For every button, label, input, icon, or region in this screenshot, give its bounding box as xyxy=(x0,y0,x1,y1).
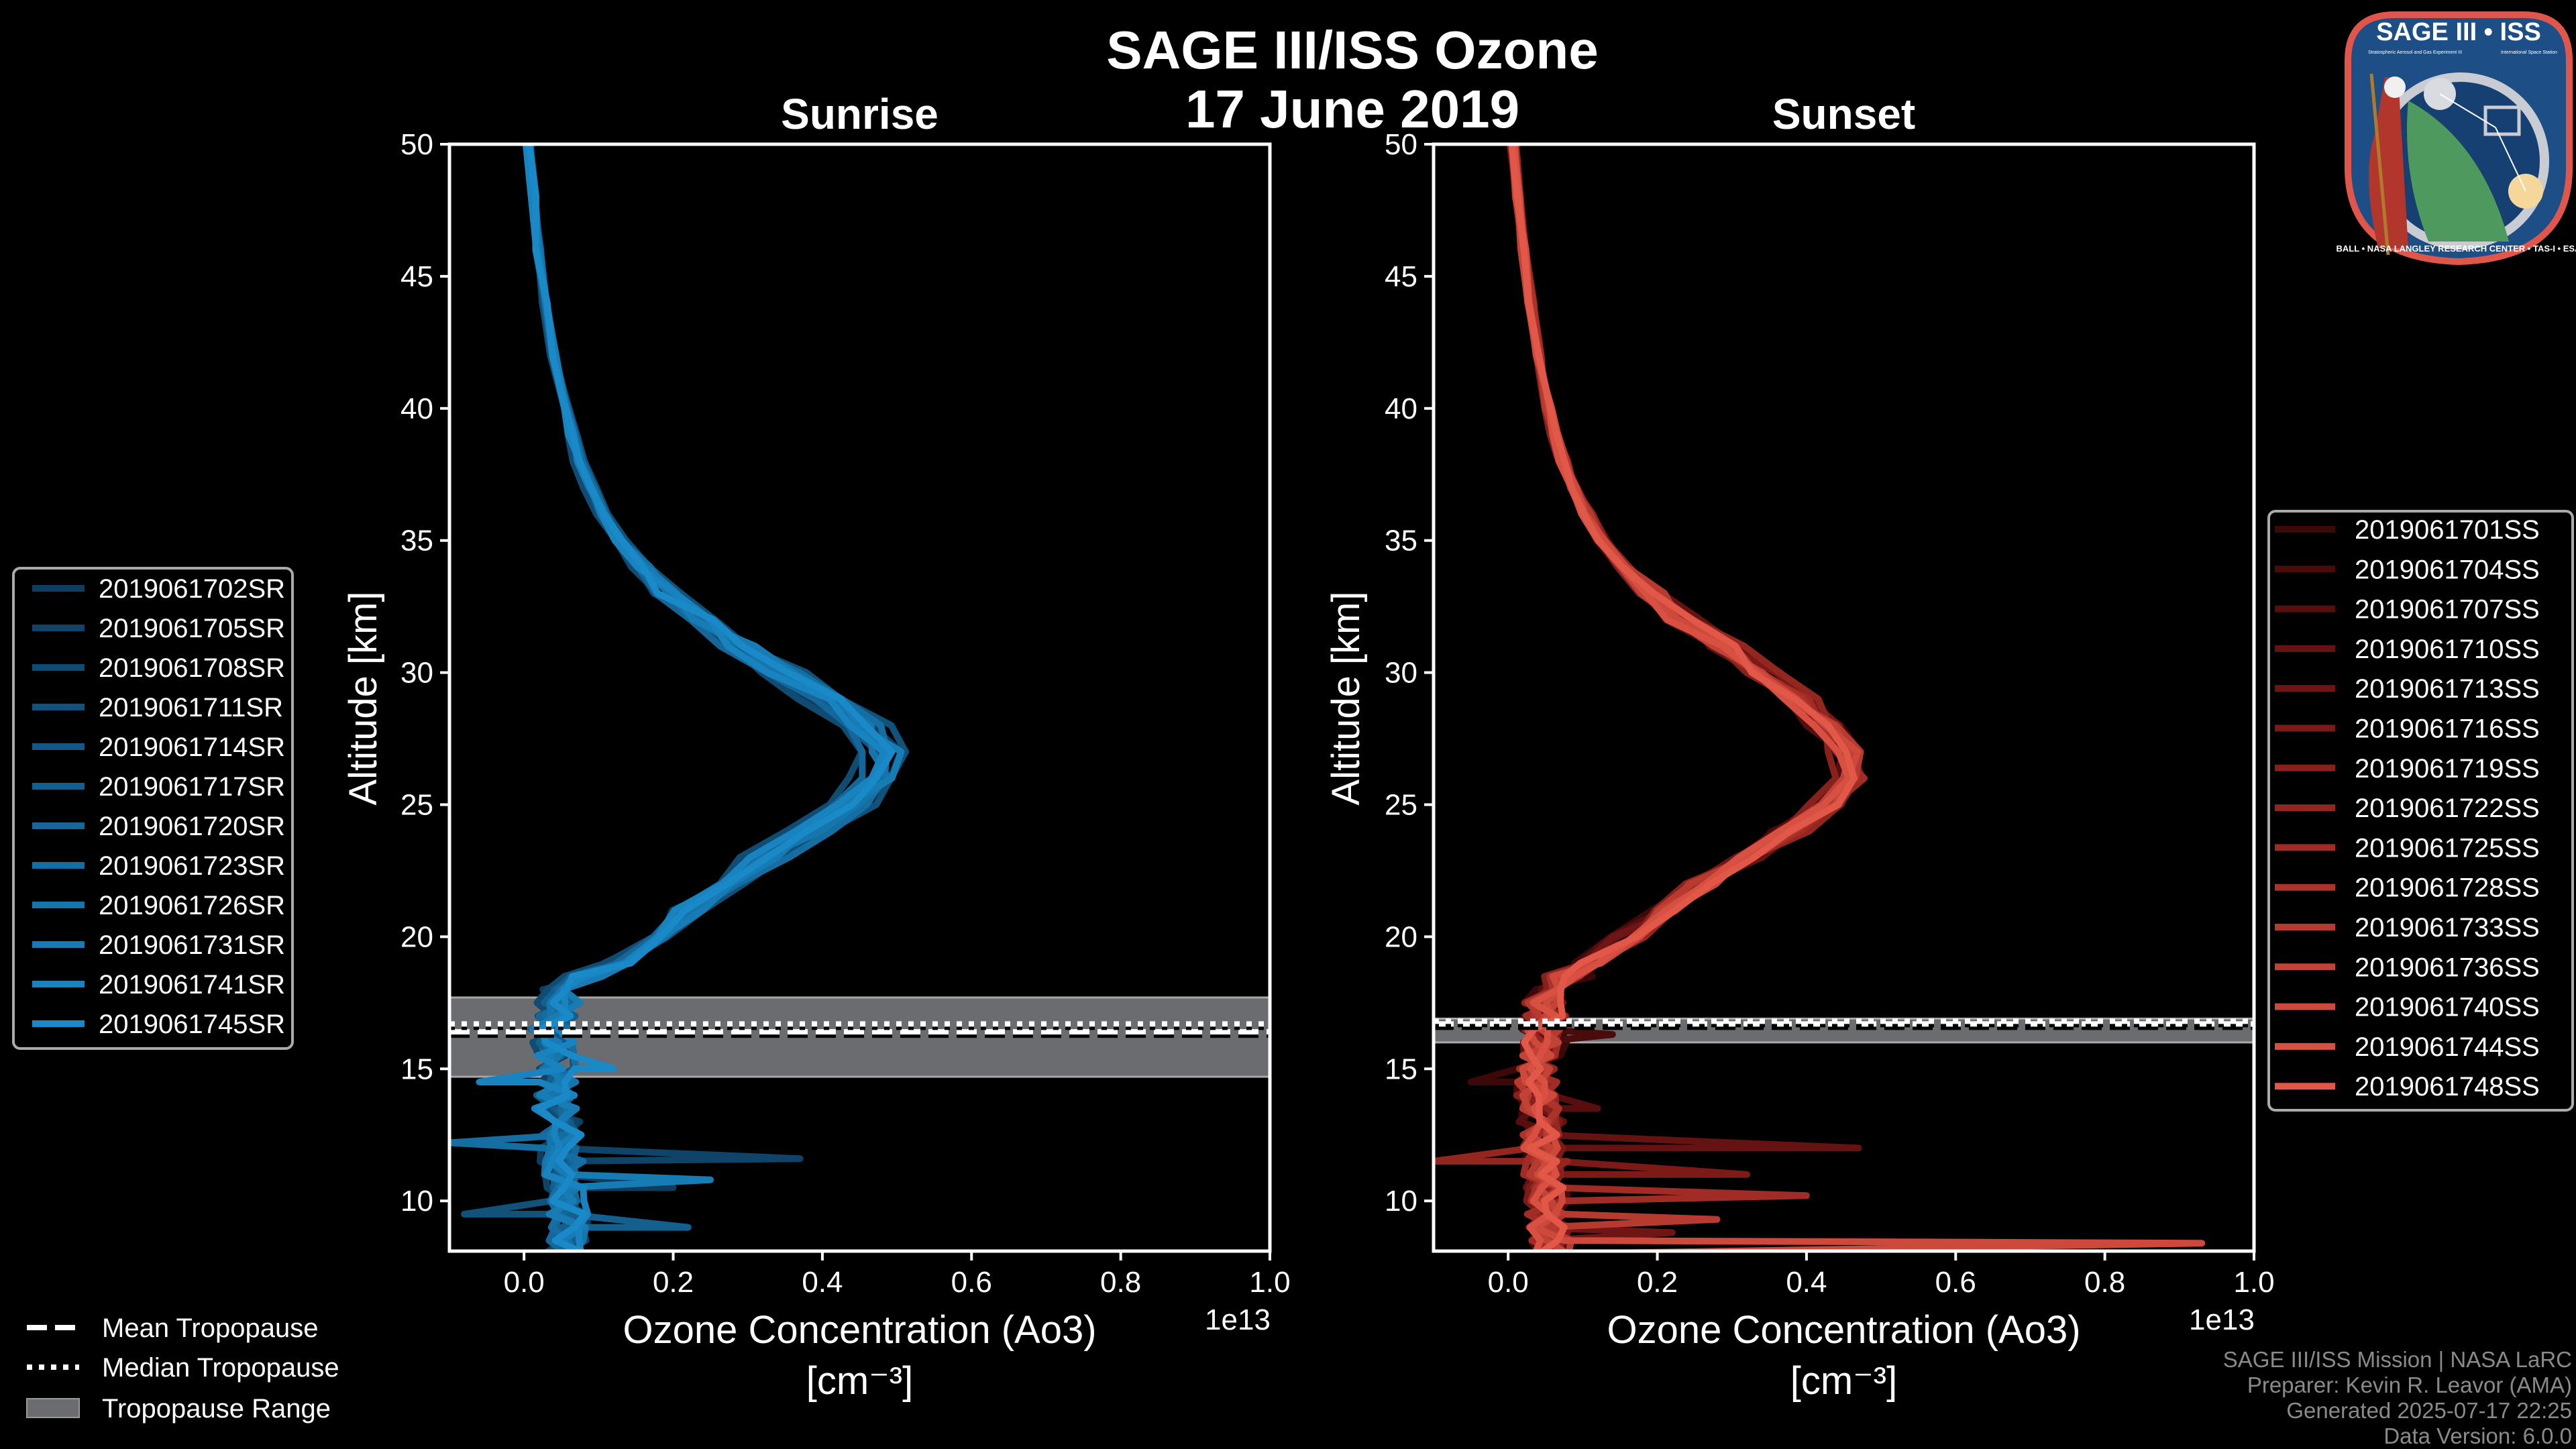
legend-label: 2019061710SS xyxy=(2355,635,2540,664)
y-tick-label: 35 xyxy=(400,525,433,557)
axes-frame xyxy=(1432,142,2256,1253)
legend-label: 2019061713SS xyxy=(2355,674,2540,704)
legend-label: 2019061711SR xyxy=(99,693,283,722)
credit-preparer: Preparer: Kevin R. Leavor (AMA) xyxy=(2247,1373,2572,1397)
x-tick-label: 1.0 xyxy=(2233,1266,2274,1299)
y-tick-label: 40 xyxy=(400,392,433,425)
legend-label: 2019061707SS xyxy=(2355,595,2540,625)
x-axis-units: [cm⁻³] xyxy=(1790,1359,1897,1403)
y-tick-label: 15 xyxy=(400,1053,433,1085)
y-tick-label: 30 xyxy=(400,657,433,690)
y-tick-label: 45 xyxy=(1385,260,1417,293)
y-tick-label: 20 xyxy=(1385,920,1417,953)
profile-lines xyxy=(449,144,909,1251)
plot-area xyxy=(1434,144,2254,1251)
legend-label: 2019061702SR xyxy=(99,574,285,604)
y-tick-label: 10 xyxy=(1385,1185,1417,1218)
credits: SAGE III/ISS Mission | NASA LaRC Prepare… xyxy=(2223,1347,2572,1448)
credit-mission: SAGE III/ISS Mission | NASA LaRC xyxy=(2223,1347,2572,1372)
x-tick-label: 0.4 xyxy=(802,1266,843,1299)
legend-label: 2019061736SS xyxy=(2355,953,2540,982)
legend-frame xyxy=(2267,510,2574,1112)
y-tick-label: 15 xyxy=(1385,1053,1417,1085)
y-tick-label: 50 xyxy=(1385,128,1417,161)
legend-label: 2019061748SS xyxy=(2355,1072,2540,1102)
legend-label: 2019061728SS xyxy=(2355,873,2540,903)
x-axis-label: Ozone Concentration (Ao3) xyxy=(1607,1308,2080,1352)
logo-subtitle-left: Stratospheric Aerosol and Gas Experiment… xyxy=(2368,50,2462,55)
figure-title-line1: SAGE III/ISS Ozone xyxy=(1106,20,1598,80)
legend-label: 2019061740SS xyxy=(2355,993,2540,1022)
x-tick-label: 0.6 xyxy=(1935,1266,1976,1299)
sunset-panel: Sunset 10 15 20 25 30 35 40 45 50 0.0 0.2 0.4 0.6 0.8 1… xyxy=(1324,90,2275,1403)
legend-label: 2019061726SR xyxy=(99,891,285,920)
x-tick-label: 1.0 xyxy=(1249,1266,1290,1299)
y-axis-label: Altitude [km] xyxy=(341,591,385,805)
x-tick-label: 0.8 xyxy=(1100,1266,1141,1299)
y-tick-label: 20 xyxy=(400,920,433,953)
tropopause-range-swatch xyxy=(26,1398,80,1418)
sage-iii-iss-mission-logo: SAGE III • ISS Stratospheric Aerosol and… xyxy=(2337,11,2576,266)
panel-title: Sunrise xyxy=(781,90,938,138)
legend-label: 2019061714SR xyxy=(99,733,285,762)
y-tick-label: 35 xyxy=(1385,525,1417,557)
legend-label: 2019061704SS xyxy=(2355,555,2540,584)
x-tick-label: 0.8 xyxy=(2084,1266,2125,1299)
legend-label: 2019061708SR xyxy=(99,653,285,683)
axes-frame xyxy=(447,142,1272,1253)
legend-label: 2019061722SS xyxy=(2355,794,2540,823)
credit-generated: Generated 2025-07-17 22:25 xyxy=(2286,1398,2572,1423)
x-tick-label: 0.2 xyxy=(1637,1266,1678,1299)
sunrise-legend: 2019061702SR 2019061705SR 2019061708SR 2019… xyxy=(12,567,294,1050)
x-axis-label: Ozone Concentration (Ao3) xyxy=(623,1308,1096,1352)
logo-title: SAGE III • ISS xyxy=(2376,18,2541,46)
tropopause-range-label: Tropopause Range xyxy=(102,1394,331,1424)
median-tropopause-label: Median Tropopause xyxy=(102,1353,339,1383)
logo-ring-text: BALL • NASA LANGLEY RESEARCH CENTER • TA… xyxy=(2337,244,2576,254)
profile-lines xyxy=(1434,144,2206,1251)
legend-label: 2019061723SR xyxy=(99,851,285,881)
legend-label: 2019061744SS xyxy=(2355,1032,2540,1062)
y-tick-label: 50 xyxy=(400,128,433,161)
x-tick-label: 0.0 xyxy=(1488,1266,1529,1299)
legend-label: 2019061731SR xyxy=(99,930,285,960)
legend-label: 2019061741SR xyxy=(99,970,285,1000)
legend-label: 2019061717SR xyxy=(99,772,285,802)
x-scale-offset: 1e13 xyxy=(1205,1303,1271,1336)
legend-label: 2019061745SR xyxy=(99,1010,285,1039)
mean-tropopause-label: Mean Tropopause xyxy=(102,1313,318,1343)
legend-label: 2019061705SR xyxy=(99,614,285,643)
logo-subtitle-right: International Space Station xyxy=(2501,50,2557,55)
y-tick-label: 25 xyxy=(1385,788,1417,821)
legend-label: 2019061701SS xyxy=(2355,515,2540,545)
x-scale-offset: 1e13 xyxy=(2189,1303,2255,1336)
figure-title-line2: 17 June 2019 xyxy=(1185,79,1519,139)
panel-title: Sunset xyxy=(1772,90,1915,138)
legend-label: 2019061720SR xyxy=(99,812,285,841)
sunrise-panel: Sunrise 10 15 20 25 30 35 40 45 50 0.0 0.2 0.4 0.6 0.8… xyxy=(341,90,1291,1403)
y-tick-label: 40 xyxy=(1385,392,1417,425)
legend-label: 2019061719SS xyxy=(2355,754,2540,784)
y-tick-label: 30 xyxy=(1385,657,1417,690)
profile-line-2019061745SR xyxy=(525,144,896,1251)
y-tick-label: 25 xyxy=(400,788,433,821)
x-tick-label: 0.2 xyxy=(653,1266,694,1299)
y-axis-label: Altitude [km] xyxy=(1324,591,1368,805)
y-tick-label: 10 xyxy=(400,1185,433,1218)
legend-label: 2019061716SS xyxy=(2355,714,2540,744)
legend-label: 2019061725SS xyxy=(2355,833,2540,863)
tropopause-legend: Mean Tropopause Median Tropopause Tropop… xyxy=(26,1313,339,1424)
credit-data-version: Data Version: 6.0.0 xyxy=(2383,1424,2572,1448)
profile-line-2019061748SS xyxy=(1508,144,1858,1251)
x-axis-units: [cm⁻³] xyxy=(806,1359,913,1403)
x-tick-label: 0.4 xyxy=(1786,1266,1827,1299)
legend-frame xyxy=(12,567,294,1050)
y-tick-label: 45 xyxy=(400,260,433,293)
legend-label: 2019061733SS xyxy=(2355,913,2540,943)
sunset-legend: 2019061701SS 2019061704SS 2019061707SS 2019… xyxy=(2267,510,2574,1112)
x-tick-label: 0.0 xyxy=(504,1266,545,1299)
x-tick-label: 0.6 xyxy=(951,1266,992,1299)
